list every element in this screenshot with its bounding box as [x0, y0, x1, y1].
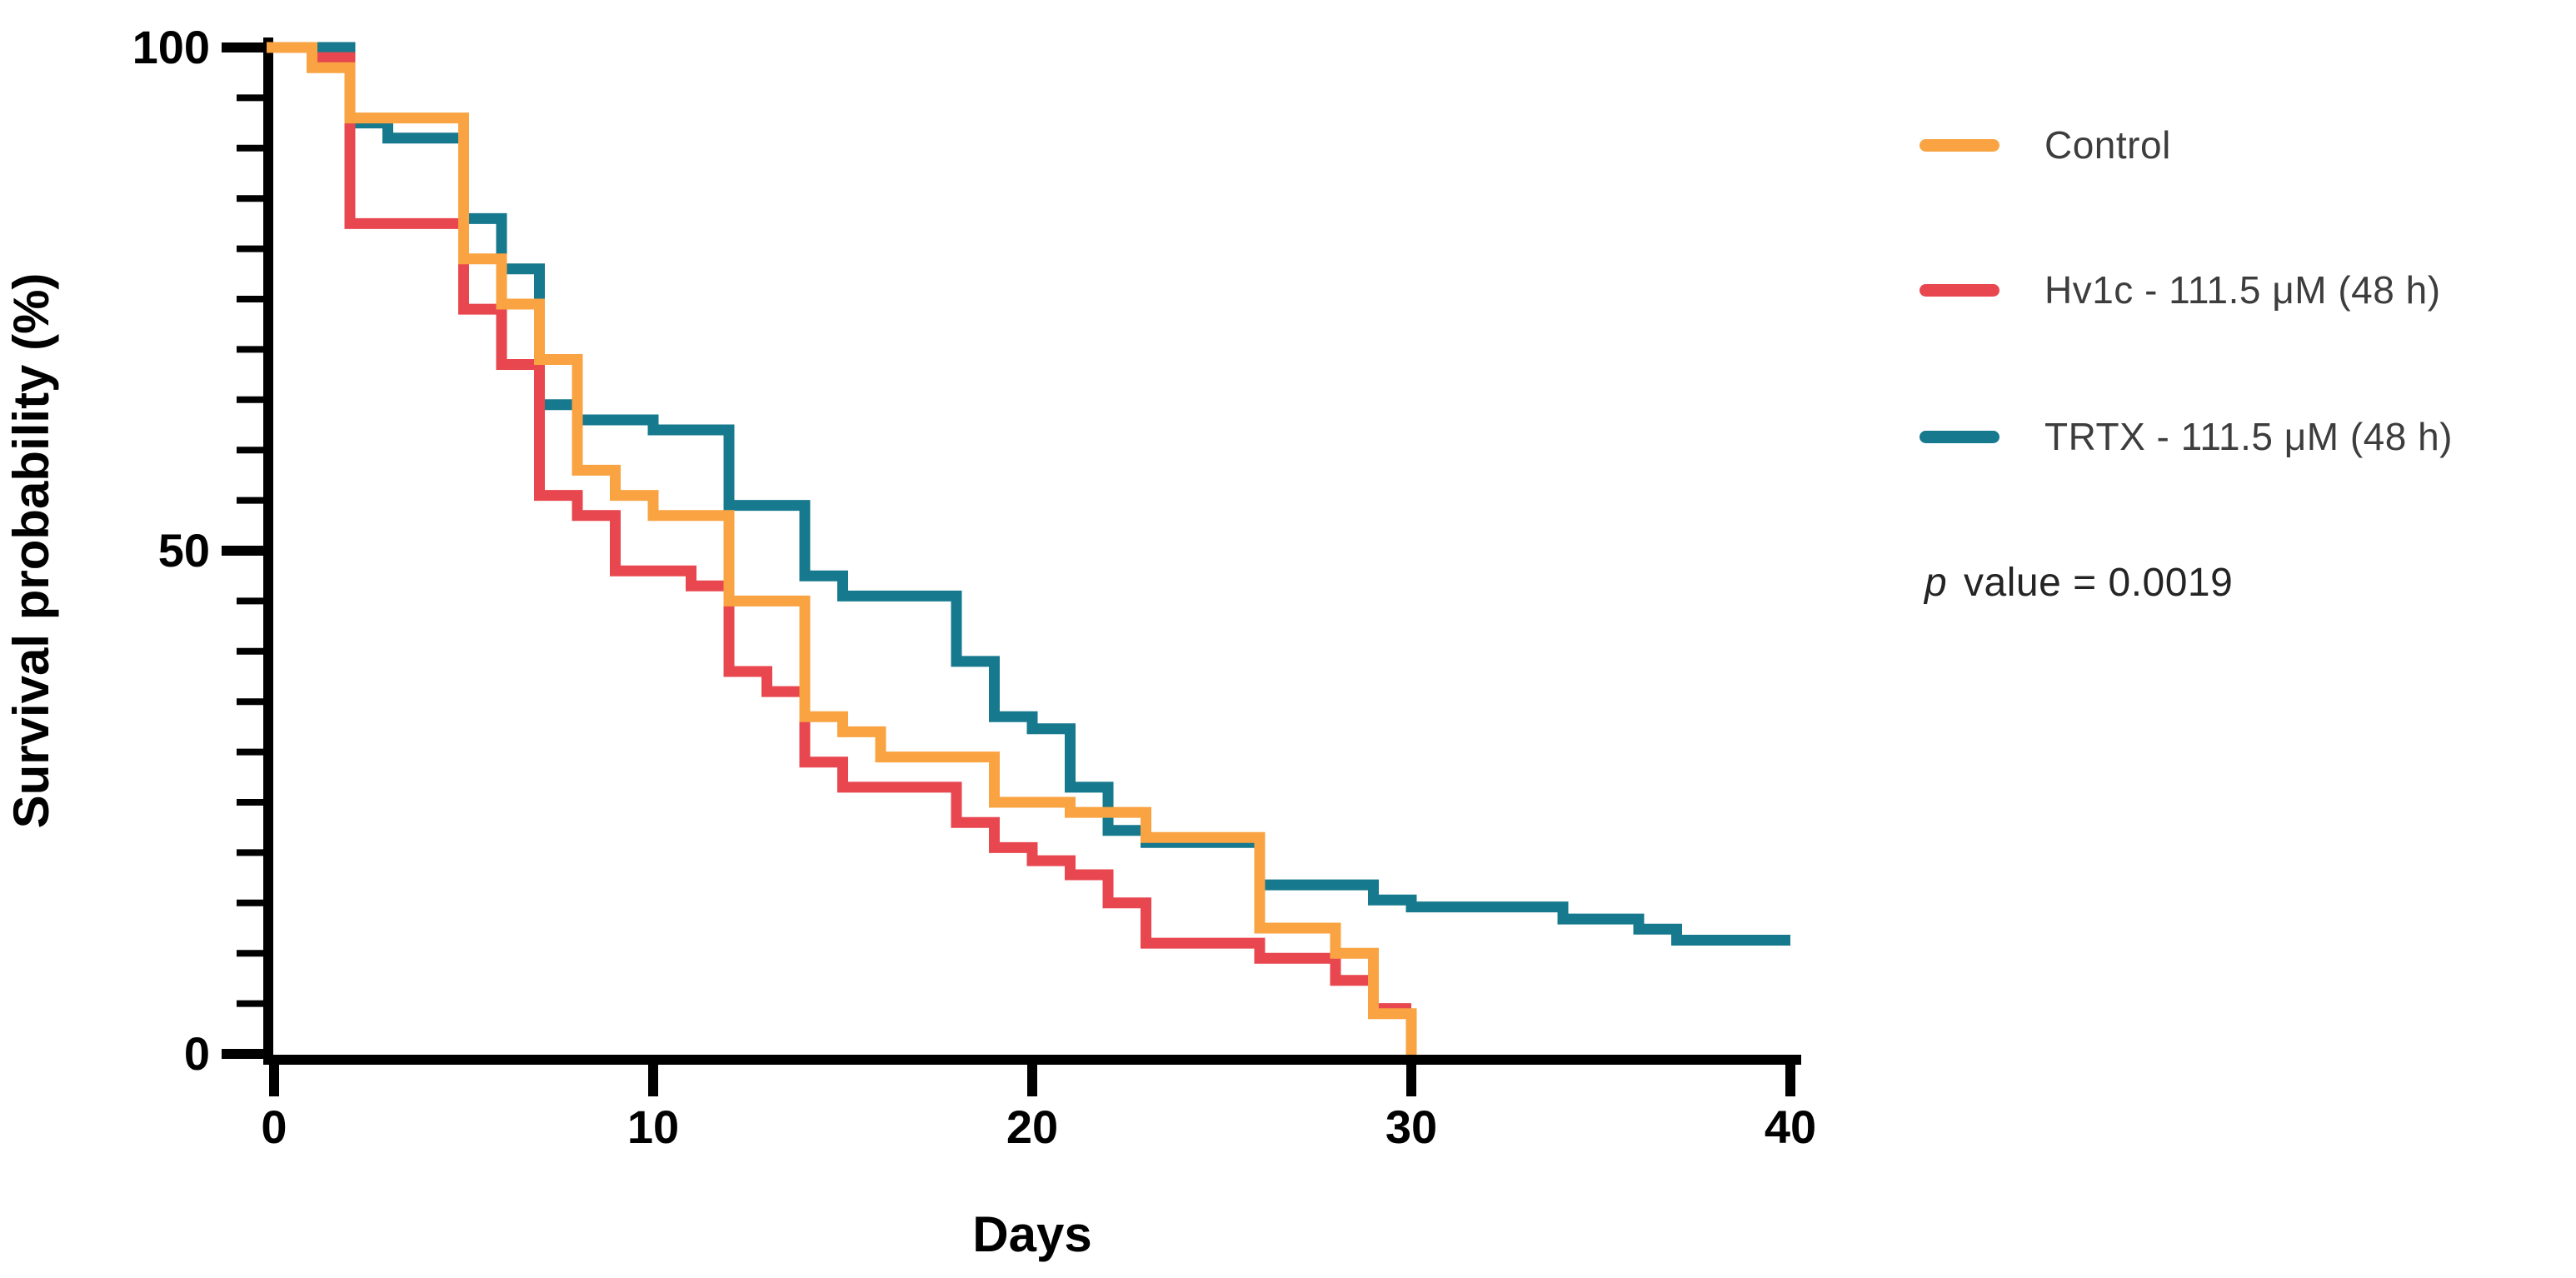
x-axis-title: Days — [972, 1206, 1091, 1262]
legend-label-trtx: TRTX - 111.5 μM (48 h) — [2044, 415, 2453, 458]
control-swatch-icon — [1920, 138, 1999, 152]
legend-item-control: Control — [1920, 122, 2171, 167]
trtx-swatch-icon — [1920, 430, 1999, 443]
x-tick-label-20: 20 — [1006, 1101, 1058, 1153]
x-tick-label-40: 40 — [1765, 1101, 1816, 1153]
y-tick-label-100: 100 — [132, 21, 210, 73]
p-symbol: p — [1925, 561, 1948, 605]
p-value-text: value = 0.0019 — [1952, 561, 2234, 605]
legend-item-trtx: TRTX - 111.5 μM (48 h) — [1920, 414, 2453, 459]
x-tick-label-0: 0 — [261, 1101, 287, 1153]
x-tick-label-30: 30 — [1385, 1101, 1437, 1153]
p-value-annotation: p value = 0.0019 — [1925, 560, 2233, 606]
y-tick-label-50: 50 — [158, 524, 210, 577]
y-axis-title: Survival probability (%) — [3, 273, 59, 829]
legend-label-control: Control — [2044, 123, 2171, 167]
x-tick-label-10: 10 — [627, 1101, 679, 1153]
y-tick-label-0: 0 — [184, 1027, 210, 1080]
curve-control — [267, 42, 1417, 1055]
hv1c-swatch-icon — [1920, 283, 1999, 297]
curve-trtx — [267, 42, 1790, 946]
curve-hv1c — [267, 42, 1411, 1015]
legend-item-hv1c: Hv1c - 111.5 μM (48 h) — [1920, 267, 2441, 312]
legend-label-hv1c: Hv1c - 111.5 μM (48 h) — [2044, 268, 2441, 312]
